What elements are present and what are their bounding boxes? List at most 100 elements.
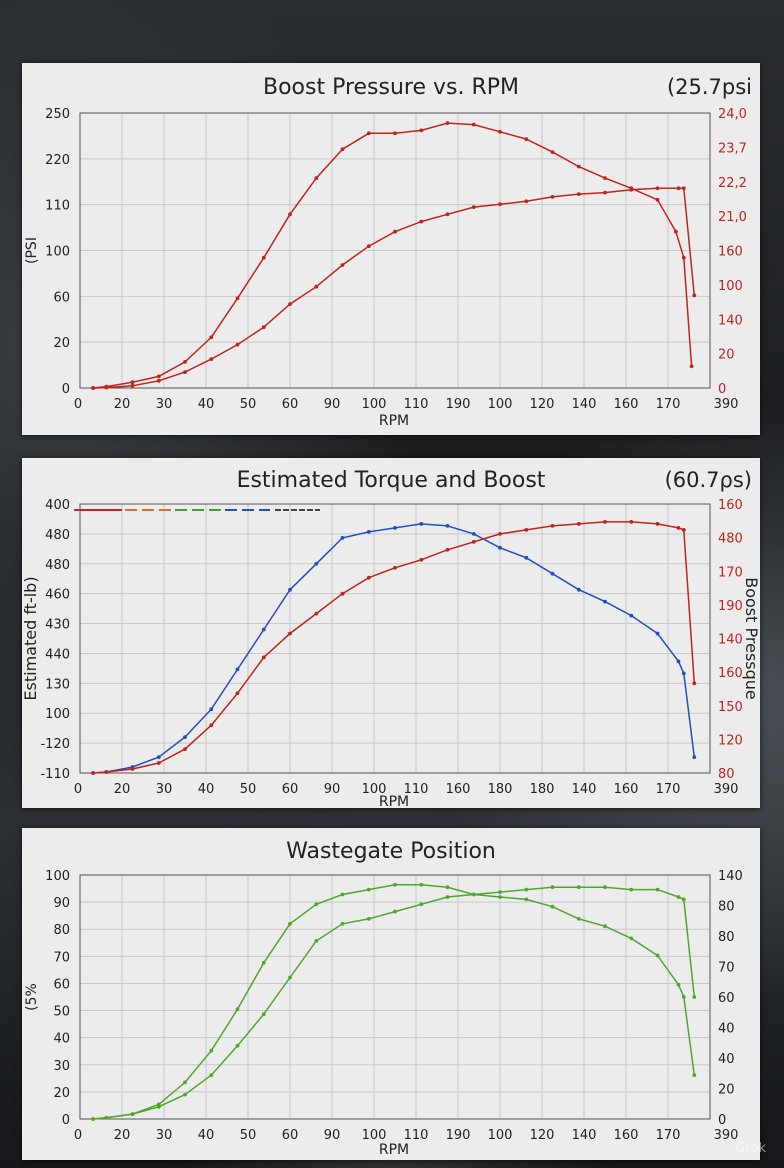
wastegate-chart-panel: Wastegate Position 0 20 30 40 50 60 90 100 110 190… bbox=[22, 828, 760, 1160]
y-tick-label-left: 480 bbox=[45, 558, 70, 573]
y-tick-label-right: 140 bbox=[718, 633, 743, 648]
data-point bbox=[288, 921, 292, 926]
y-tick-label-right: 140 bbox=[718, 313, 743, 328]
data-point bbox=[393, 565, 397, 570]
data-point bbox=[104, 1115, 109, 1120]
x-tick-label: 0 bbox=[74, 782, 82, 797]
x-tick-label: 90 bbox=[324, 397, 341, 412]
y-axis-label: Estimated ft-lb) bbox=[22, 576, 40, 700]
data-point bbox=[288, 587, 292, 592]
data-point bbox=[340, 147, 345, 152]
data-point bbox=[576, 192, 581, 197]
data-point bbox=[629, 186, 634, 191]
data-point bbox=[603, 176, 607, 180]
data-point bbox=[576, 885, 581, 890]
data-point bbox=[692, 293, 697, 298]
x-tick-label: 40 bbox=[198, 1128, 215, 1143]
data-point bbox=[471, 892, 476, 897]
data-point bbox=[603, 885, 607, 890]
data-point bbox=[445, 121, 450, 125]
data-point bbox=[550, 150, 555, 154]
data-point bbox=[183, 747, 187, 751]
x-tick-label: 160 bbox=[614, 397, 639, 412]
y-tick-label-right: 190 bbox=[718, 599, 743, 614]
chart-title: Wastegate Position bbox=[286, 839, 496, 864]
y-tick-label-left: 100 bbox=[45, 869, 70, 884]
data-point bbox=[550, 195, 555, 199]
y-tick-label-right: 160 bbox=[718, 498, 743, 513]
x-tick-label: 0 bbox=[74, 1128, 82, 1143]
x-tick-label: 180 bbox=[530, 782, 555, 797]
data-point bbox=[498, 202, 502, 207]
y-tick-label-right: 22,2 bbox=[718, 176, 747, 191]
y-tick-label-right: 150 bbox=[718, 700, 743, 715]
y-tick-label-right: 60 bbox=[718, 991, 735, 1006]
data-point bbox=[261, 960, 266, 965]
boost-pressure-chart-panel: Boost Pressure vs. RPM (25.7psi 0 20 30 40 50 6… bbox=[22, 63, 760, 435]
y-tick-label-right: 480 bbox=[718, 532, 743, 547]
x-tick-label: 140 bbox=[572, 397, 597, 412]
data-point bbox=[340, 921, 345, 926]
data-point bbox=[288, 212, 292, 217]
x-tick-label: 120 bbox=[530, 397, 555, 412]
data-point bbox=[655, 887, 660, 892]
series-line bbox=[93, 884, 696, 1120]
x-tick-label: 390 bbox=[714, 397, 739, 412]
data-point bbox=[445, 212, 450, 217]
x-tick-label: 390 bbox=[714, 1128, 739, 1143]
data-point bbox=[156, 374, 161, 379]
x-tick-label: 30 bbox=[156, 1128, 173, 1143]
data-point bbox=[235, 342, 240, 347]
data-point bbox=[419, 882, 424, 887]
data-point bbox=[419, 557, 424, 562]
data-point bbox=[366, 530, 371, 534]
x-tick-label: 50 bbox=[240, 1128, 257, 1143]
x-tick-label: 50 bbox=[240, 782, 257, 797]
data-point bbox=[130, 767, 135, 771]
data-point bbox=[681, 186, 686, 191]
data-point bbox=[235, 1043, 240, 1048]
x-tick-label: 160 bbox=[446, 782, 471, 797]
y-tick-label-left: 0 bbox=[62, 1113, 70, 1128]
y-tick-label-left: 90 bbox=[53, 896, 70, 911]
data-point bbox=[655, 631, 660, 636]
x-tick-label: 0 bbox=[74, 397, 82, 412]
x-tick-label: 20 bbox=[114, 1128, 131, 1143]
y-tick-label-right: 80 bbox=[718, 930, 735, 945]
data-point bbox=[692, 681, 697, 686]
x-tick-label: 110 bbox=[404, 782, 429, 797]
data-point bbox=[261, 325, 266, 330]
x-axis-label: RPM bbox=[379, 794, 409, 808]
series-line bbox=[93, 523, 696, 774]
data-point bbox=[676, 659, 681, 664]
y-tick-label-right: 170 bbox=[718, 565, 743, 580]
series-line bbox=[93, 521, 696, 774]
torque-boost-chart: Estimated Torque and Boost (60.7ρs) 0 20 30 4… bbox=[22, 468, 760, 808]
data-point bbox=[183, 735, 187, 739]
data-point bbox=[681, 671, 686, 676]
x-tick-label: 20 bbox=[114, 782, 131, 797]
data-point bbox=[676, 526, 681, 530]
data-point bbox=[524, 897, 529, 902]
data-point bbox=[681, 897, 686, 902]
data-point bbox=[209, 335, 214, 340]
data-point bbox=[235, 691, 240, 696]
y-tick-label-left: 40 bbox=[53, 1032, 70, 1047]
x-tick-label: 100 bbox=[362, 1128, 387, 1143]
y-tick-label-right: 24,0 bbox=[718, 107, 747, 122]
data-point bbox=[550, 885, 555, 890]
data-point bbox=[419, 128, 424, 133]
y-tick-label-left: 100 bbox=[45, 245, 70, 260]
data-point bbox=[550, 571, 555, 576]
data-point bbox=[498, 545, 502, 550]
data-point bbox=[366, 917, 371, 921]
data-point bbox=[524, 137, 529, 141]
data-point bbox=[471, 532, 476, 536]
x-tick-label: 160 bbox=[614, 1128, 639, 1143]
data-point bbox=[655, 197, 660, 202]
data-point bbox=[288, 302, 292, 306]
data-point bbox=[629, 936, 634, 941]
data-point bbox=[209, 1073, 214, 1077]
x-tick-label: 90 bbox=[324, 1128, 341, 1143]
x-axis-label: RPM bbox=[379, 413, 409, 429]
